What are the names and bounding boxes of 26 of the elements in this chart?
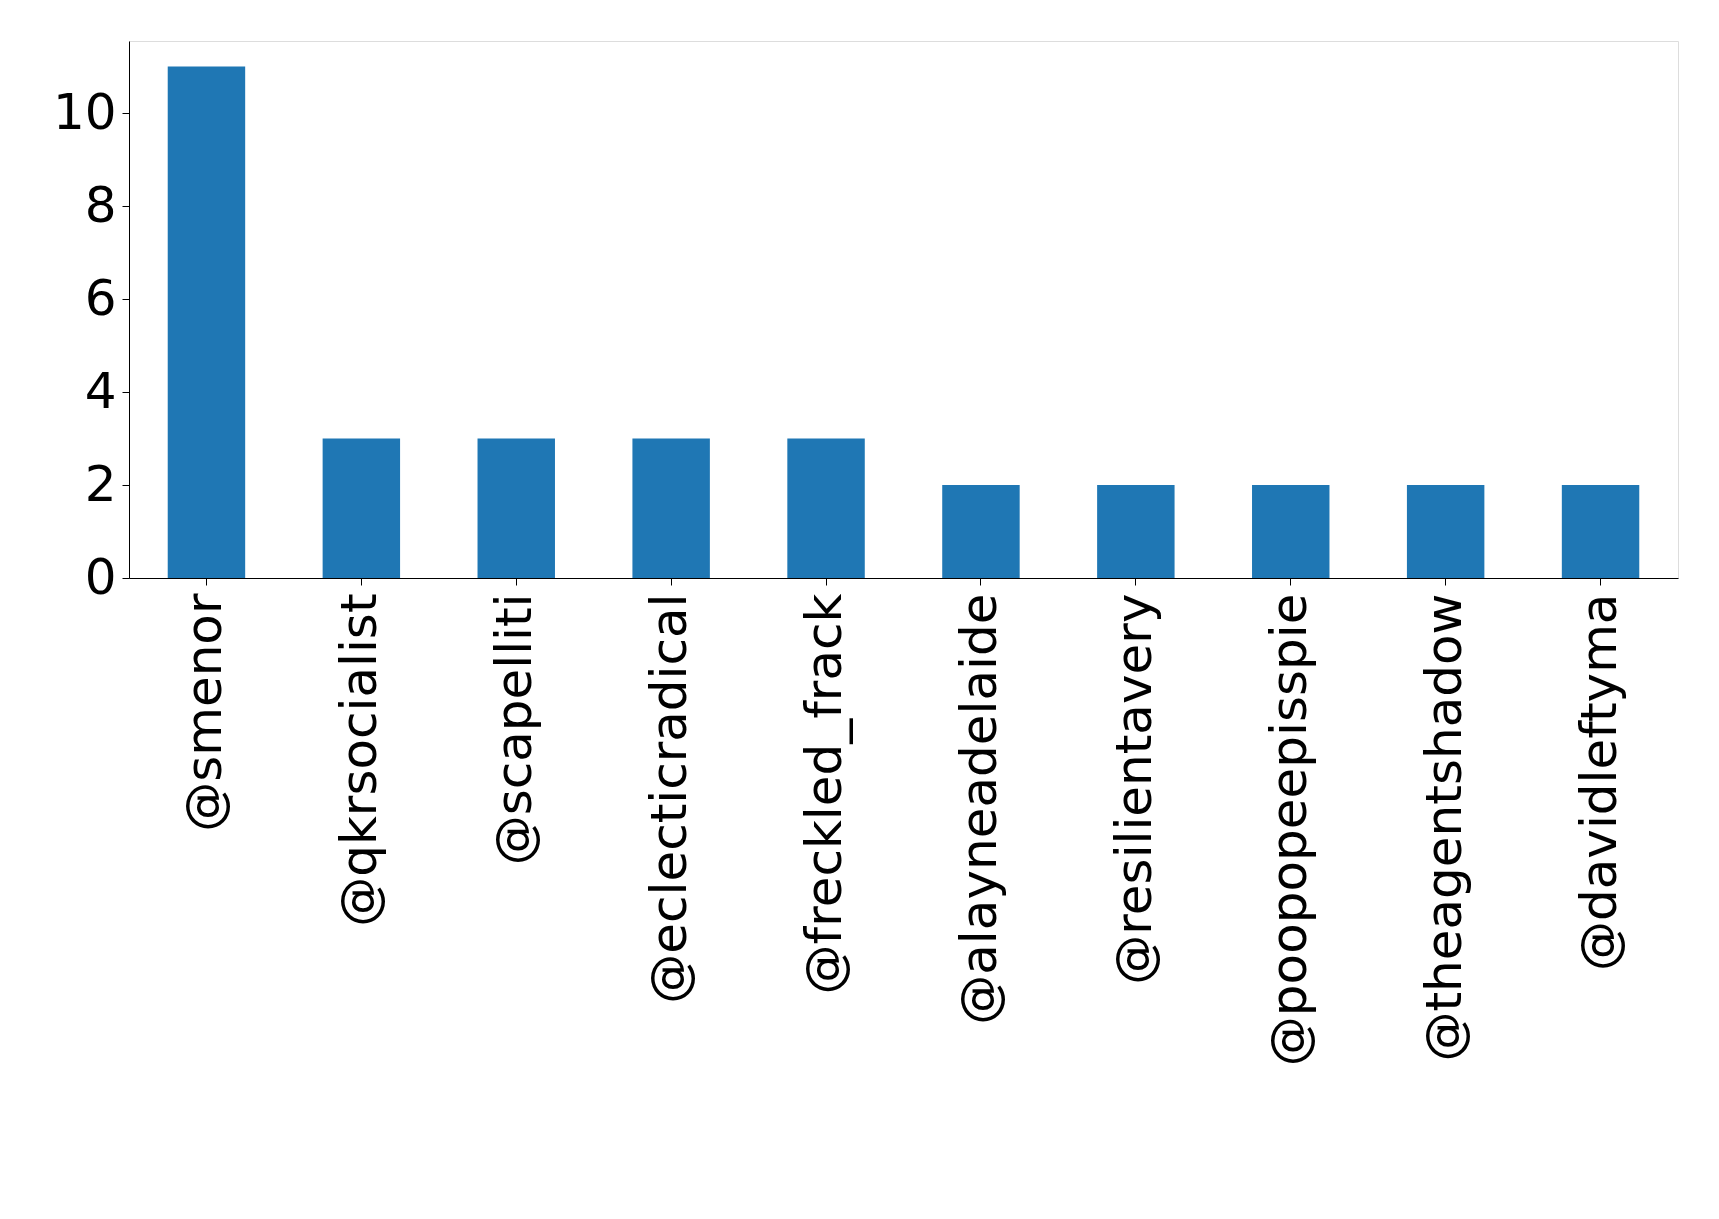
- x-tick-label: @alayneadelaide: [949, 593, 1008, 1025]
- x-tick-label: @davidleftyma: [1569, 593, 1628, 972]
- x-tick-label: @theagentshadow: [1414, 593, 1473, 1062]
- bar: [942, 485, 1020, 578]
- bar: [787, 438, 865, 578]
- y-tick-label: 6: [84, 268, 117, 327]
- bar: [167, 66, 246, 578]
- x-tick-label: @qkrsocialist: [330, 593, 389, 927]
- x-tick-label: @freckled_frack: [795, 593, 854, 995]
- bar: [322, 438, 401, 578]
- x-tick-label: @poopopeepisspie: [1259, 593, 1318, 1067]
- bar: [1406, 485, 1485, 578]
- x-tick-label: @resilientavery: [1104, 593, 1163, 985]
- y-tick-label: 10: [52, 82, 117, 141]
- x-tick-label: @scapelliti: [485, 593, 544, 866]
- bar: [1097, 485, 1175, 578]
- bar: [1252, 485, 1330, 578]
- y-tick-label: 2: [84, 454, 117, 513]
- y-tick-label: 4: [84, 361, 117, 420]
- y-tick-label: 0: [84, 547, 117, 606]
- bar: [477, 438, 555, 578]
- bar: [632, 438, 710, 578]
- x-tick-label: @eclecticradical: [640, 593, 699, 1004]
- y-tick-label: 8: [84, 175, 117, 234]
- bar: [1561, 485, 1640, 578]
- x-tick-label: @smenor: [175, 593, 234, 832]
